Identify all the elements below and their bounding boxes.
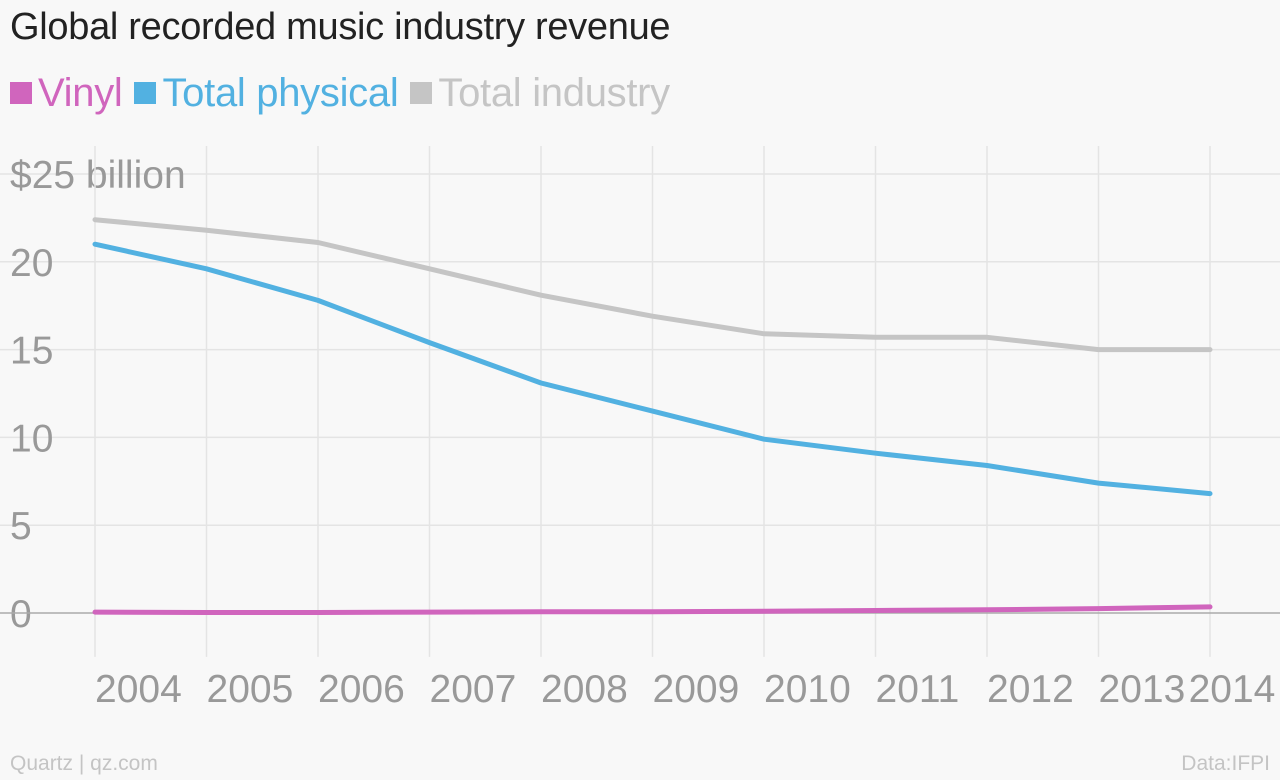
legend-swatch-total-industry [410, 82, 433, 104]
y-tick-label: 0 [10, 593, 32, 636]
chart-title: Global recorded music industry revenue [10, 6, 671, 48]
x-tick-label: 2009 [653, 668, 740, 711]
series-line-vinyl [92, 604, 1213, 615]
legend-swatch-vinyl [10, 82, 32, 104]
x-tick-label: 2007 [430, 668, 517, 711]
series-line-total-industry [92, 217, 1213, 353]
y-tick-label: 10 [10, 417, 53, 460]
x-tick-label: 2005 [207, 668, 294, 711]
legend-item-total-physical: Total physical [134, 70, 399, 116]
source-credit: Quartz | qz.com [10, 752, 158, 775]
x-tick-label: 2004 [95, 668, 182, 711]
y-tick-label: 20 [10, 242, 53, 285]
x-tick-label: 2012 [987, 668, 1074, 711]
legend-item-total-industry: Total industry [410, 70, 670, 116]
y-tick-label: 15 [10, 330, 53, 373]
legend-label-vinyl: Vinyl [38, 70, 123, 115]
x-tick-label: 2013 [1099, 668, 1186, 711]
legend-label-total-industry: Total industry [438, 70, 670, 115]
x-tick-label: 2011 [876, 668, 960, 711]
x-tick-label: 2006 [318, 668, 405, 711]
data-credit: Data:IFPI [1181, 752, 1270, 775]
legend-label-total-physical: Total physical [162, 70, 399, 115]
x-tick-label: 2008 [541, 668, 628, 711]
x-tick-label: 2014 [1189, 668, 1276, 711]
y-tick-label: 5 [10, 505, 32, 548]
x-tick-label: 2010 [764, 668, 851, 711]
legend-item-vinyl: Vinyl [10, 70, 123, 116]
legend-swatch-total-physical [134, 82, 157, 104]
series-line-total-physical [92, 241, 1213, 497]
y-tick-label: $25 billion [10, 154, 186, 197]
legend: Vinyl Total physical Total industry [10, 68, 682, 118]
